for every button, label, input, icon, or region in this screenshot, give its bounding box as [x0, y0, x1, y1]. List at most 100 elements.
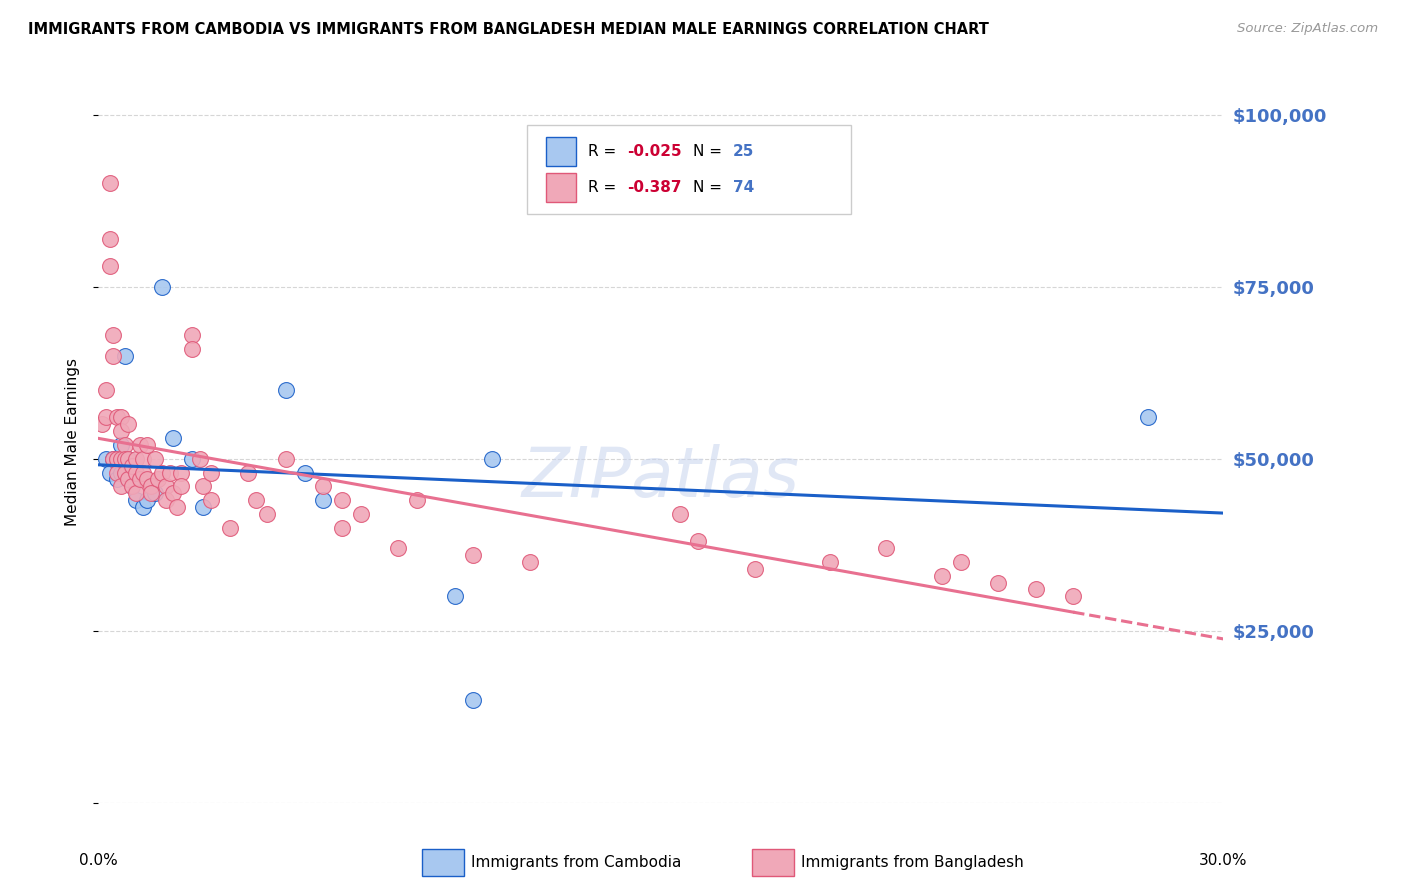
Point [193, 479, 215, 493]
Point [1062, 590, 1084, 604]
Text: 25: 25 [733, 145, 754, 159]
Point [274, 451, 297, 466]
Text: -0.025: -0.025 [627, 145, 682, 159]
Point [931, 568, 953, 582]
Point [481, 451, 503, 466]
Point [274, 383, 297, 397]
Point [744, 562, 766, 576]
Point [139, 479, 162, 493]
Point [110, 451, 132, 466]
Text: 30.0%: 30.0% [1199, 854, 1247, 868]
Point [98, 259, 121, 273]
Point [170, 466, 193, 480]
Point [238, 466, 260, 480]
Point [200, 493, 222, 508]
Point [94, 383, 117, 397]
Point [98, 231, 121, 245]
Point [132, 451, 155, 466]
Point [330, 493, 353, 508]
Point [668, 507, 690, 521]
Point [159, 466, 181, 480]
Text: N =: N = [693, 145, 727, 159]
Point [114, 466, 136, 480]
Point [125, 486, 148, 500]
Text: Immigrants from Cambodia: Immigrants from Cambodia [471, 855, 682, 870]
Point [150, 279, 173, 293]
Point [330, 520, 353, 534]
Point [193, 500, 215, 514]
Point [105, 466, 128, 480]
Point [136, 438, 159, 452]
Point [103, 327, 125, 342]
Text: Source: ZipAtlas.com: Source: ZipAtlas.com [1237, 22, 1378, 36]
Point [117, 417, 139, 432]
Point [387, 541, 409, 556]
Point [155, 493, 177, 508]
Point [406, 493, 429, 508]
Point [121, 479, 143, 493]
Point [148, 472, 170, 486]
Point [155, 479, 177, 493]
Text: ZIPatlas: ZIPatlas [522, 444, 800, 511]
Point [98, 177, 121, 191]
Text: N =: N = [693, 180, 727, 194]
Point [170, 479, 193, 493]
Point [245, 493, 267, 508]
Point [114, 349, 136, 363]
Point [114, 438, 136, 452]
Point [117, 472, 139, 486]
Point [128, 472, 150, 486]
Point [143, 451, 166, 466]
Point [312, 479, 335, 493]
Point [128, 438, 150, 452]
Point [200, 466, 222, 480]
Point [218, 520, 240, 534]
Point [350, 507, 373, 521]
Point [125, 451, 148, 466]
Point [103, 451, 125, 466]
Point [125, 466, 148, 480]
Point [463, 692, 485, 706]
Point [121, 479, 143, 493]
Point [136, 472, 159, 486]
Text: IMMIGRANTS FROM CAMBODIA VS IMMIGRANTS FROM BANGLADESH MEDIAN MALE EARNINGS CORR: IMMIGRANTS FROM CAMBODIA VS IMMIGRANTS F… [28, 22, 988, 37]
Point [94, 451, 117, 466]
Y-axis label: Median Male Earnings: Median Male Earnings [65, 358, 80, 525]
Point [181, 342, 204, 356]
Point [110, 424, 132, 438]
Point [181, 451, 204, 466]
Point [91, 417, 114, 432]
Text: 0.0%: 0.0% [79, 854, 118, 868]
Point [103, 451, 125, 466]
Point [110, 466, 132, 480]
Point [105, 451, 128, 466]
Point [143, 486, 166, 500]
Point [132, 466, 155, 480]
Point [105, 472, 128, 486]
Point [688, 534, 710, 549]
Point [162, 431, 184, 445]
Point [463, 548, 485, 562]
Point [110, 479, 132, 493]
Point [818, 555, 841, 569]
Point [1137, 410, 1160, 425]
Point [875, 541, 897, 556]
Text: R =: R = [588, 145, 621, 159]
Text: R =: R = [588, 180, 621, 194]
Point [949, 555, 972, 569]
Point [987, 575, 1010, 590]
Point [132, 500, 155, 514]
Point [294, 466, 316, 480]
Point [188, 451, 211, 466]
Point [166, 500, 188, 514]
Point [121, 458, 143, 473]
Point [1025, 582, 1047, 597]
Point [114, 451, 136, 466]
Point [162, 486, 184, 500]
Point [136, 493, 159, 508]
Point [139, 486, 162, 500]
Point [256, 507, 278, 521]
Point [181, 327, 204, 342]
Text: 74: 74 [733, 180, 754, 194]
Point [150, 466, 173, 480]
